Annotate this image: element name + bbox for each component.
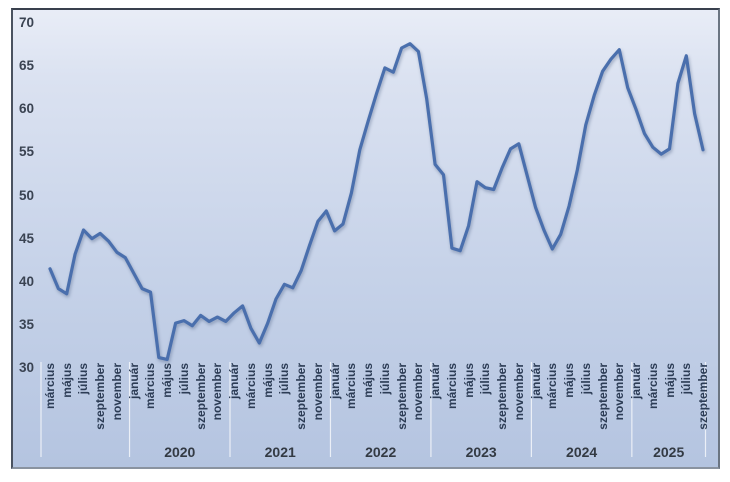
data-line (48, 42, 705, 361)
y-axis-tick-label: 70 (19, 15, 35, 30)
x-axis-month-label: január (428, 363, 443, 400)
x-axis-month-label: november (210, 363, 225, 421)
y-axis-tick-label: 60 (19, 101, 35, 117)
x-axis-month-label: július (377, 363, 392, 395)
x-axis-month-label: július (478, 363, 493, 395)
x-axis-month-label: január (528, 363, 543, 400)
y-axis-tick-label: 35 (19, 316, 35, 332)
x-axis-month-label: május (59, 363, 74, 398)
x-axis-month-label: március (143, 363, 158, 410)
x-axis-month-label: január (126, 363, 141, 400)
x-axis-month-label: november (310, 363, 325, 421)
x-axis-month-label: szeptember (93, 363, 108, 430)
x-axis-year-label: 2025 (653, 444, 685, 460)
x-axis-year-label: 2020 (164, 444, 196, 460)
x-axis-month-label: március (645, 363, 660, 410)
x-axis-month-label: március (344, 363, 359, 410)
y-axis-tick-label: 55 (19, 144, 35, 160)
x-axis-month-label: november (511, 363, 526, 421)
x-axis-month-label: május (260, 363, 275, 398)
x-axis-month-label: január (227, 363, 242, 400)
x-axis-month-label: szeptember (696, 363, 711, 430)
x-axis-month-label: május (160, 363, 175, 398)
x-axis-month-label: március (243, 363, 258, 410)
x-axis-year-label: 2023 (465, 444, 497, 460)
x-axis-month-label: március (444, 363, 459, 410)
x-axis-month-label: március (545, 363, 560, 410)
x-axis-month-label: szeptember (193, 363, 208, 430)
x-axis-month-label: január (327, 363, 342, 400)
x-axis-month-label: november (612, 363, 627, 421)
x-axis-month-label: május (562, 363, 577, 398)
x-axis-month-label: november (411, 363, 426, 421)
x-axis-month-label: július (277, 363, 292, 395)
x-axis-month-label: július (176, 363, 191, 395)
y-axis-tick-label: 30 (19, 360, 35, 375)
chart-area: 70 65 60 55 50 45 40 35 30 március május július szep… (11, 8, 720, 469)
y-axis-tick-label: 40 (19, 273, 35, 289)
line-plot (40, 42, 707, 457)
x-axis-year-label: 2022 (365, 444, 397, 460)
x-axis-month-label: május (461, 363, 476, 398)
x-axis-month-label: július (578, 363, 593, 395)
x-axis-month-label: szeptember (294, 363, 309, 430)
x-axis-month-label: szeptember (595, 363, 610, 430)
y-axis-tick-label: 50 (19, 187, 35, 203)
x-axis-month-label: március (43, 363, 57, 410)
y-axis-tick-label: 65 (19, 58, 35, 74)
x-axis-month-label: január (629, 363, 644, 400)
x-axis-month-label: július (76, 363, 91, 395)
y-axis-tick-label: 45 (19, 230, 35, 246)
x-axis-month-label: szeptember (495, 363, 510, 430)
x-axis-month-label: május (361, 363, 376, 398)
x-axis-month-label: május (662, 363, 677, 398)
x-axis-year-label: 2024 (566, 444, 598, 460)
x-axis-month-label: szeptember (394, 363, 409, 430)
x-axis-month-label: november (109, 363, 124, 421)
x-axis-year-label: 2021 (264, 444, 296, 460)
x-axis-month-label: július (679, 363, 694, 395)
